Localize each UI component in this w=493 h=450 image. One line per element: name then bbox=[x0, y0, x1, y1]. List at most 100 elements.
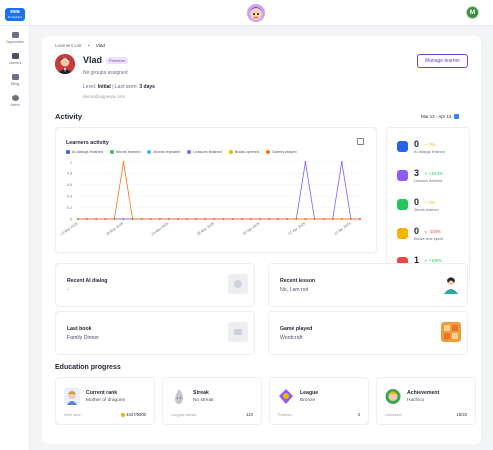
recent-ai-dialog-card[interactable]: Recent AI dialog - bbox=[55, 263, 255, 307]
breadcrumb: Learners List • Vlad bbox=[55, 43, 110, 48]
learner-email: demo@appewa.com bbox=[83, 94, 126, 99]
legend-dot bbox=[66, 150, 70, 154]
data-point bbox=[113, 218, 116, 220]
learners-icon bbox=[11, 53, 19, 59]
y-tick-label: 1 bbox=[70, 160, 72, 164]
legend-item[interactable]: Books opened bbox=[228, 150, 259, 154]
legend-item[interactable]: Games played bbox=[265, 150, 296, 154]
sidebar-item-learners[interactable]: Learners bbox=[0, 53, 30, 65]
rank-icon bbox=[64, 388, 80, 405]
data-point bbox=[195, 218, 198, 220]
stat-value: 0 bbox=[414, 197, 420, 207]
data-point bbox=[149, 218, 152, 220]
data-point bbox=[213, 218, 216, 220]
legend-dot bbox=[147, 150, 152, 154]
date-range-picker[interactable]: Mar 13 - Apr 13 bbox=[421, 112, 467, 122]
series-line bbox=[78, 161, 360, 220]
streak-card: Streak No streak Longest streak: 124 bbox=[162, 377, 262, 425]
data-point bbox=[158, 218, 161, 220]
stat-label: Lessons finished bbox=[414, 179, 443, 183]
stat-value: 0 bbox=[414, 226, 420, 236]
sidebar-item-label: Admin bbox=[10, 103, 20, 107]
data-point bbox=[186, 218, 189, 220]
data-point bbox=[77, 218, 79, 220]
sidebar-item-label: Billing bbox=[10, 82, 20, 86]
data-point bbox=[177, 218, 179, 220]
achievement-value: Hachico bbox=[407, 398, 425, 403]
stat-label: Books time spent bbox=[414, 237, 444, 241]
streak-value: No streak bbox=[193, 398, 214, 403]
legend-dot bbox=[228, 150, 233, 154]
legend-label: AI dialogs finished bbox=[72, 150, 103, 154]
legend-label: Lessons finished bbox=[193, 150, 222, 154]
league-icon bbox=[279, 389, 293, 404]
billing-icon bbox=[11, 74, 19, 80]
book-thumbnail bbox=[228, 322, 248, 342]
x-tick-label: 13 Mar 2026 bbox=[60, 222, 79, 237]
sidebar-item-billing[interactable]: Billing bbox=[0, 74, 30, 86]
organization-icon bbox=[11, 32, 19, 38]
learner-avatar bbox=[55, 54, 75, 74]
legend-item[interactable]: AI dialogs finished bbox=[66, 150, 103, 154]
education-progress-title: Education progress bbox=[55, 364, 121, 371]
wordcraft-icon bbox=[444, 325, 458, 339]
recent-lesson-card[interactable]: Recent lesson No, I am not bbox=[268, 263, 468, 307]
legend-label: Words learned bbox=[115, 150, 141, 154]
legend-dot bbox=[109, 150, 114, 154]
y-tick-label: 0.6 bbox=[67, 183, 72, 187]
level-value: Initial bbox=[97, 84, 111, 90]
last-book-card[interactable]: Last book Family Dinner bbox=[55, 311, 255, 355]
last-book-title: Last book bbox=[67, 326, 92, 332]
legend-item[interactable]: Lessons finished bbox=[187, 150, 222, 154]
recent-ai-dialog-title: Recent AI dialog bbox=[67, 278, 108, 284]
game-thumbnail bbox=[441, 322, 461, 342]
streak-title: Streak bbox=[193, 390, 209, 396]
manage-learner-button[interactable]: Manage learner bbox=[417, 54, 468, 68]
ai-dialog-thumbnail bbox=[228, 274, 248, 294]
league-card: League Bronze Position: 3 bbox=[269, 377, 369, 425]
admin-icon bbox=[11, 95, 19, 101]
data-point bbox=[140, 218, 143, 220]
data-point bbox=[104, 218, 107, 220]
level-line: Level: Initial | Last seen: 3 days bbox=[83, 84, 155, 90]
data-point bbox=[322, 218, 325, 220]
x-tick-label: 23 Mar 2026 bbox=[151, 222, 170, 237]
expand-icon[interactable] bbox=[357, 138, 364, 145]
data-point bbox=[259, 218, 261, 220]
game-played-card[interactable]: Game played Wordcraft bbox=[268, 311, 468, 355]
stat-item: 3 ⇗ +33.3% Lessons finished bbox=[397, 168, 469, 186]
achievement-title: Achievement bbox=[407, 390, 440, 396]
longest-streak-value: 124 bbox=[246, 412, 253, 417]
stat-label: AI dialogs finished bbox=[414, 150, 445, 154]
legend-item[interactable]: Words learned bbox=[109, 150, 141, 154]
y-tick-label: 0.8 bbox=[67, 172, 72, 176]
data-point bbox=[95, 218, 98, 220]
legend-label: Words repeated bbox=[153, 150, 181, 154]
y-tick-label: 0 bbox=[70, 217, 72, 221]
sidebar: Organization Learners Billing Admin bbox=[0, 26, 30, 450]
stat-value: 3 bbox=[414, 168, 420, 178]
coin-icon bbox=[121, 412, 126, 417]
groups-text: No groups assigned bbox=[83, 70, 128, 76]
stat-delta: — 0% bbox=[424, 142, 436, 147]
premium-badge: Premium bbox=[106, 57, 129, 64]
data-point bbox=[268, 218, 270, 220]
data-point bbox=[350, 218, 352, 220]
data-point bbox=[359, 218, 361, 220]
stat-item: 0 — 0% Words learned bbox=[397, 197, 469, 215]
robot-icon bbox=[397, 141, 408, 152]
breadcrumb-parent-link[interactable]: Learners List bbox=[55, 43, 82, 48]
stat-delta: ⇗ +33.3% bbox=[424, 171, 443, 176]
data-point bbox=[340, 218, 343, 220]
sidebar-item-admin[interactable]: Admin bbox=[0, 95, 30, 107]
stat-item: 0 ⇘ -100% Books time spent bbox=[397, 226, 469, 244]
user-avatar[interactable]: M bbox=[466, 6, 479, 19]
legend-item[interactable]: Words repeated bbox=[147, 150, 180, 154]
gamepad-icon bbox=[397, 257, 408, 268]
data-point bbox=[304, 218, 307, 220]
sidebar-item-organization[interactable]: Organization bbox=[0, 32, 30, 44]
learner-name: Vlad bbox=[83, 55, 103, 65]
legend-dot bbox=[265, 150, 270, 154]
ewa-logo[interactable]: ewa for business bbox=[5, 8, 25, 21]
x-tick-label: 18 Mar 2026 bbox=[105, 222, 124, 237]
